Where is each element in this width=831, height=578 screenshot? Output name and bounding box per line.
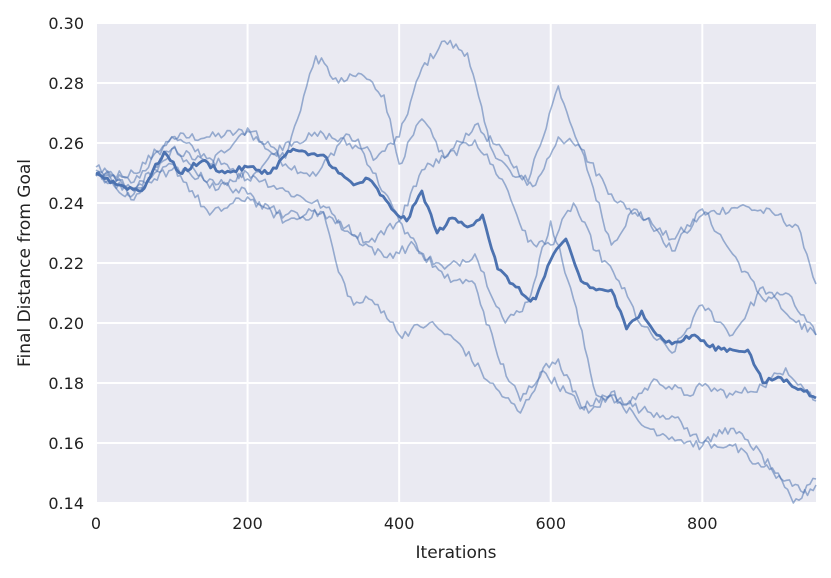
y-tick-label: 0.22 [48,254,84,273]
y-tick-label: 0.26 [48,134,84,153]
run-series-line [95,162,817,494]
run-series-line [95,146,817,405]
run-series-line [95,130,817,354]
series-lines [95,39,817,504]
x-axis-label: Iterations [416,543,497,563]
x-tick-label: 600 [535,514,566,533]
y-axis-label: Final Distance from Goal [15,159,35,367]
run-series-line [95,166,817,504]
x-tick-label: 200 [232,514,263,533]
x-tick-label: 800 [687,514,718,533]
y-tick-label: 0.20 [48,314,84,333]
mean-series-line [95,147,817,400]
y-axis-ticks: 0.14 0.16 0.18 0.20 0.22 0.24 0.26 0.28 0.30 [48,14,84,513]
y-tick-label: 0.16 [48,434,84,453]
x-tick-label: 400 [384,514,415,533]
run-series-line [95,39,817,285]
y-tick-label: 0.30 [48,14,84,33]
run-series-line [95,55,817,336]
x-tick-label: 0 [91,514,101,533]
y-tick-label: 0.18 [48,374,84,393]
x-axis-ticks: 0 200 400 600 800 [91,514,718,533]
y-tick-label: 0.24 [48,194,84,213]
y-tick-label: 0.14 [48,494,84,513]
y-tick-label: 0.28 [48,74,84,93]
